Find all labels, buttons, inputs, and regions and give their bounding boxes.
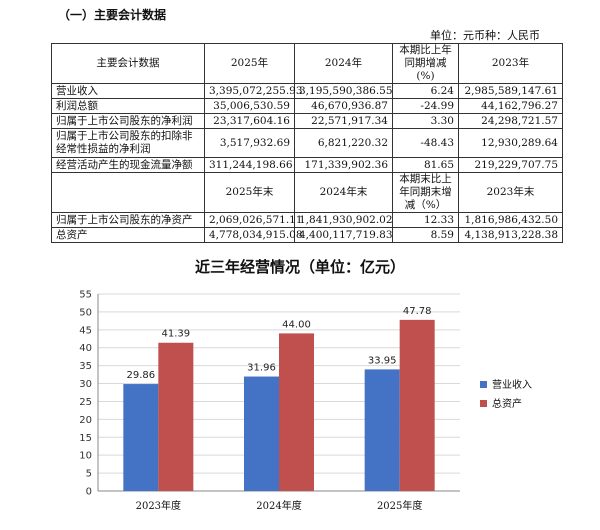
table-row: 经营活动产生的现金流量净额 311,244,198.66 171,339,902.3… [51,157,563,173]
value-cell: 3,517,932.69 [204,128,295,158]
row-label: 归属于上市公司股东的净利润 [51,113,205,129]
value-cell: 311,244,198.66 [204,157,295,173]
value-cell: 4,400,117,719.83 [294,227,393,243]
header-cell: 2025年末 [204,172,295,213]
bar [399,319,435,491]
row-label: 总资产 [51,227,205,243]
y-tick-label: 30 [79,379,92,390]
bar [158,342,194,491]
legend-swatch [480,381,487,388]
value-cell: 46,670,936.87 [294,98,393,114]
value-cell: 2,069,026,571.11 [204,212,303,228]
value-cell: 6,821,220.32 [294,128,393,158]
y-tick-label: 45 [79,325,92,336]
value-cell: 219,229,707.75 [458,157,563,173]
data-label: 47.78 [403,306,432,317]
y-tick-label: 20 [79,415,92,426]
value-cell: 23,317,604.16 [204,113,295,129]
value-cell: 6.24 [392,83,459,99]
value-cell: 3,195,590,386.55 [294,83,393,99]
table-row: 总资产 4,778,034,915.08 4,400,117,719.83 8.59 4… [51,227,563,243]
row-label: 归属于上市公司股东的扣除非经常性损益的净利润 [51,128,205,158]
x-tick-label: 2025年度 [377,499,422,512]
value-cell: 3.30 [392,113,459,129]
row-label: 利润总额 [51,98,205,114]
y-tick-label: 10 [79,451,92,462]
row-label: 营业收入 [51,83,205,99]
table-row: 归属于上市公司股东的扣除非经常性损益的净利润 3,517,932.69 6,821,… [51,128,563,158]
row-label: 经营活动产生的现金流量净额 [51,157,205,173]
x-tick-label: 2024年度 [256,499,301,512]
data-label: 29.86 [127,370,156,381]
value-cell: 35,006,530.59 [204,98,295,114]
data-label: 33.95 [368,355,397,366]
legend-swatch [480,400,487,407]
bar-chart: 近三年经营情况（单位：亿元） 0 5 10 15 20 25 30 35 40 45 50 55 2023… [79,258,532,512]
header-cell: 本期比上年同期增减(%) [392,43,459,84]
table-header-row: 主要会计数据 2025年 2024年 本期比上年同期增减(%) 2023年 [51,43,563,84]
key-accounting-data-table: 主要会计数据 2025年 2024年 本期比上年同期增减(%) 2023年 营业收入 3,3… [51,43,563,243]
value-cell: 24,298,721.57 [458,113,563,129]
unit-currency-note: 单位：元币种：人民币 [430,29,540,42]
bar [364,369,400,491]
header-cell [51,172,205,213]
value-cell: 12.33 [392,212,459,228]
header-cell: 2024年末 [294,172,393,213]
table-row: 营业收入 3,395,072,255.93 3,195,590,386.55 6.24… [51,83,563,99]
value-cell: 44,162,796.27 [458,98,563,114]
chart-title: 近三年经营情况（单位：亿元） [195,258,405,276]
y-tick-label: 0 [86,487,92,498]
y-tick-label: 5 [86,469,92,480]
bar [123,384,159,491]
value-cell: 4,778,034,915.08 [204,227,303,243]
header-cell: 2023年末 [458,172,563,213]
value-cell: 171,339,902.36 [294,157,393,173]
table-row: 归属于上市公司股东的净资产 2,069,026,571.11 1,841,930,9… [51,212,563,228]
value-cell: 2,985,589,147.61 [458,83,563,99]
row-label: 归属于上市公司股东的净资产 [51,212,205,228]
y-tick-label: 35 [79,361,92,372]
table-row: 利润总额 35,006,530.59 46,670,936.87 -24.99 44,1… [51,98,563,114]
x-tick-label: 2023年度 [136,499,181,512]
y-tick-label: 40 [79,343,92,354]
value-cell: 4,138,913,228.38 [458,227,563,243]
value-cell: -48.43 [392,128,459,158]
header-cell: 2025年 [204,43,295,84]
value-cell: -24.99 [392,98,459,114]
header-cell: 2023年 [458,43,563,84]
y-tick-label: 25 [79,397,92,408]
data-label: 44.00 [282,319,311,330]
y-tick-label: 50 [79,307,92,318]
y-tick-label: 55 [79,290,92,301]
table-row: 归属于上市公司股东的净利润 23,317,604.16 22,571,917.34 3… [51,113,563,129]
value-cell: 1,841,930,902.02 [294,212,393,228]
section-title: （一）主要会计数据 [58,8,167,22]
value-cell: 3,395,072,255.93 [204,83,303,99]
legend-label: 总资产 [492,397,522,410]
chart-container: 近三年经营情况（单位：亿元） 0 5 10 15 20 25 30 35 40 45 50 55 2023… [0,250,600,530]
data-label: 41.39 [162,329,191,340]
data-label: 31.96 [247,363,276,374]
legend-label: 营业收入 [492,378,532,391]
value-cell: 22,571,917.34 [294,113,393,129]
table-header-row: 2025年末 2024年末 本期末比上年同期末增减（%） 2023年末 [51,172,563,213]
y-tick-label: 15 [79,433,92,444]
header-cell: 本期末比上年同期末增减（%） [392,172,459,213]
value-cell: 81.65 [392,157,459,173]
bar [279,333,314,491]
header-cell: 2024年 [294,43,393,84]
value-cell: 1,816,986,432.50 [458,212,563,228]
header-cell: 主要会计数据 [51,43,205,84]
value-cell: 8.59 [392,227,459,243]
bar [244,376,279,491]
value-cell: 12,930,289.64 [458,128,563,158]
